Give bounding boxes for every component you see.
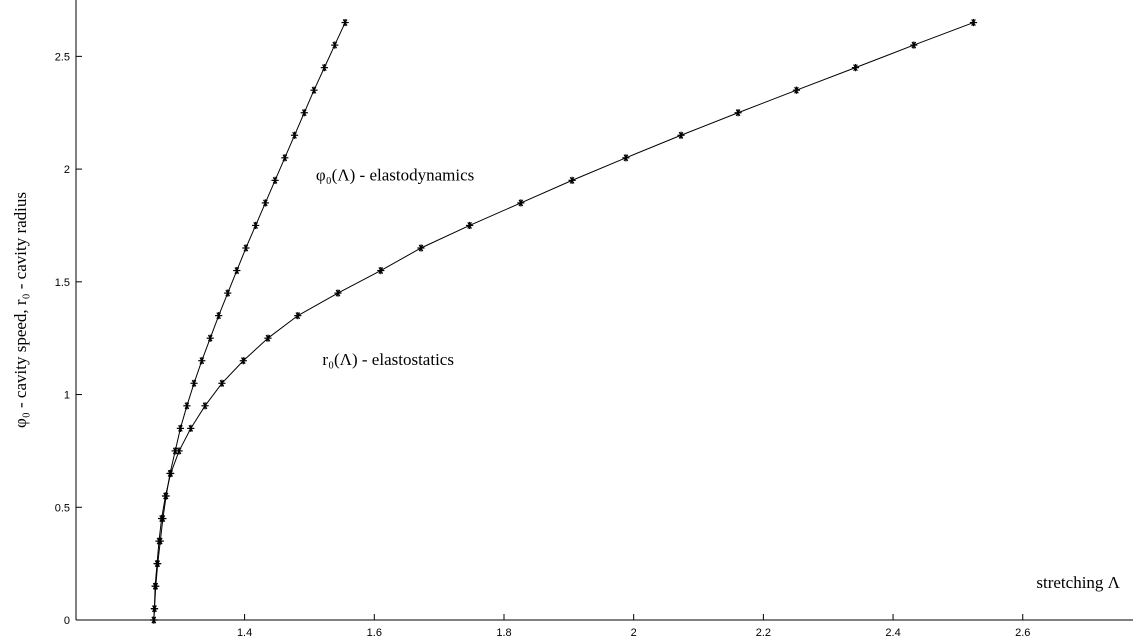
data-point-marker [187, 424, 195, 432]
y-tick-label: 1.5 [55, 277, 70, 289]
data-point-marker [261, 199, 269, 207]
axes: 1.4 1.6 1.8 2 2.2 2.4 2.6 0 0.5 1 1.5 2 2.5 [55, 0, 1133, 639]
data-point-marker [677, 131, 685, 139]
data-point-marker [320, 64, 328, 72]
data-point-marker [969, 18, 978, 27]
x-tick-label: 1.8 [496, 627, 511, 639]
data-point-marker [198, 357, 206, 365]
data-point-marker [224, 289, 232, 297]
data-point-marker [568, 176, 576, 184]
data-point-marker [150, 605, 159, 613]
data-point-marker [218, 379, 226, 387]
data-point-marker [310, 86, 318, 94]
data-point-marker [215, 312, 223, 320]
data-point-marker [734, 109, 742, 117]
x-tick-label: 1.4 [237, 627, 252, 639]
annotation-label: φ₀(Λ) - elastodynamics [316, 165, 474, 184]
data-point-marker [264, 334, 272, 342]
data-point-marker [153, 560, 161, 568]
curves [153, 22, 974, 621]
data-point-marker [622, 154, 630, 162]
y-tick-label: 2 [64, 164, 70, 176]
y-tick-label: 1 [64, 390, 70, 402]
x-tick-label: 2 [631, 627, 637, 639]
y-tick-label: 2.5 [55, 51, 70, 63]
x-axis-label: stretching Λ [1036, 573, 1120, 592]
data-point-marker [290, 131, 299, 139]
labels: φ₀(Λ) - elastodynamics r₀(Λ) - elastostat… [11, 165, 1121, 592]
data-point-marker [331, 41, 339, 49]
data-point-marker [183, 402, 191, 410]
data-point-marker [176, 424, 184, 432]
data-point-marker [150, 616, 158, 624]
data-point-marker [271, 176, 279, 184]
data-point-marker [175, 447, 183, 455]
y-axis-label: φ₀ - cavity speed, r₀ - cavity radius [11, 192, 30, 428]
data-point-marker [206, 334, 214, 342]
data-point-marker [151, 582, 159, 590]
x-tick-label: 2.2 [756, 627, 771, 639]
data-point-marker [517, 199, 525, 207]
data-point-marker [233, 266, 241, 275]
y-tick-label: 0 [64, 615, 70, 627]
x-tick-label: 2.6 [1015, 627, 1030, 639]
y-tick-label: 0.5 [55, 502, 70, 514]
data-point-marker [242, 244, 250, 252]
data-point-marker [466, 221, 474, 230]
data-point-marker [239, 357, 247, 365]
data-point-marker [281, 154, 289, 162]
data-point-marker [294, 312, 302, 320]
series-line-0 [153, 22, 346, 621]
data-point-marker [300, 109, 308, 117]
data-point-marker [851, 64, 860, 72]
data-point-marker [167, 469, 175, 478]
data-point-marker [910, 41, 918, 49]
series-line-1 [153, 22, 974, 621]
data-point-marker [158, 514, 166, 523]
data-point-marker [377, 266, 385, 275]
data-point-marker [252, 221, 260, 230]
data-point-marker [190, 379, 198, 387]
annotation-label: r₀(Λ) - elastostatics [322, 350, 454, 369]
markers [150, 18, 978, 624]
data-point-marker [334, 289, 342, 297]
data-point-marker [201, 402, 209, 410]
data-point-marker [792, 86, 801, 94]
data-point-marker [155, 537, 163, 545]
data-point-marker [417, 244, 425, 252]
data-point-marker [341, 18, 349, 27]
x-tick-label: 1.6 [367, 627, 382, 639]
x-tick-label: 2.4 [885, 627, 900, 639]
data-point-marker [161, 492, 170, 500]
